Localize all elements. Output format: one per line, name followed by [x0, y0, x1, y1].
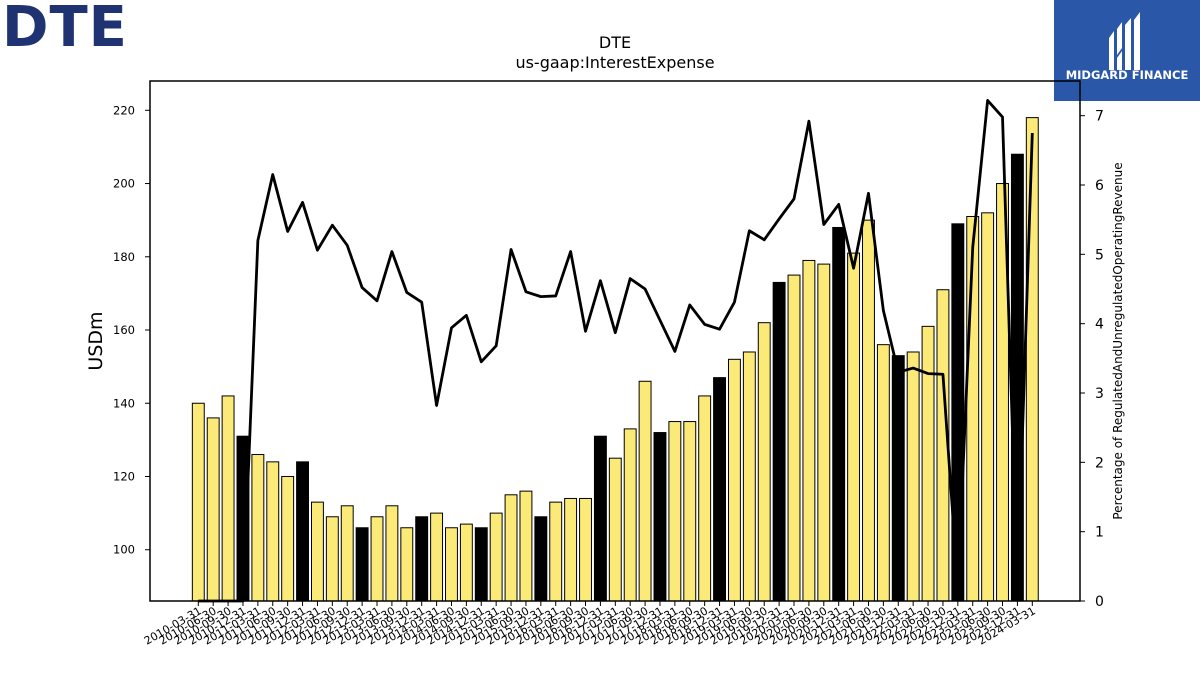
bar-2010-06-30 [206, 417, 220, 602]
bar-2014-03-31 [430, 512, 444, 602]
bar-2017-03-31 [608, 457, 622, 602]
bar-2013-09-30 [400, 527, 414, 602]
bar-2022-06-30 [921, 325, 935, 602]
y2-tick-label-3: 3 [1095, 386, 1104, 402]
midgard-finance-text: MIDGARD FINANCE [1065, 68, 1189, 82]
y2-tick-label-5: 5 [1095, 247, 1104, 263]
bar-2019-03-31 [727, 358, 741, 602]
y-tick-label-200: 200 [113, 177, 135, 191]
y2-axis-label: Percentage of RegulatedAndUnregulatedOpe… [1111, 162, 1125, 519]
bar-2017-09-30 [638, 380, 652, 602]
y-tick-label-140: 140 [113, 396, 135, 410]
y-tick-label-180: 180 [113, 250, 135, 264]
bar-2012-12-31 [355, 527, 369, 602]
bar-2022-03-31 [906, 351, 920, 602]
bar-2016-06-30 [564, 497, 578, 602]
bars-layer [191, 117, 1039, 602]
line-layer [198, 99, 1034, 603]
bar-2016-12-31 [593, 435, 607, 602]
dte-logo: DTE [2, 0, 128, 60]
bar-2023-12-31 [1010, 153, 1024, 602]
bar-2011-06-30 [266, 461, 280, 602]
bar-2014-06-30 [445, 527, 458, 602]
bar-2011-03-31 [251, 454, 265, 602]
bar-2013-03-31 [370, 516, 384, 602]
bar-2015-06-30 [504, 494, 518, 602]
y-tick-label-120: 120 [113, 469, 135, 483]
bar-2015-09-30 [519, 490, 533, 602]
bar-2019-12-31 [772, 281, 786, 602]
y-tick-label-220: 220 [113, 103, 135, 117]
chart-title: DTE [599, 33, 631, 52]
y-axis-label: USDm [85, 311, 107, 370]
bar-2014-09-30 [459, 523, 473, 602]
bar-2015-12-31 [534, 516, 548, 602]
y2-tick-label-2: 2 [1095, 455, 1104, 471]
bar-2011-09-30 [281, 475, 295, 602]
bar-2019-09-30 [757, 322, 771, 602]
chart-subtitle: us-gaap:InterestExpense [515, 53, 714, 72]
bar-2020-06-30 [802, 259, 816, 602]
bar-2016-09-30 [579, 497, 592, 602]
bar-2018-06-30 [683, 421, 697, 602]
midgard-finance-logo-icon [1109, 12, 1140, 70]
bar-2019-06-30 [742, 351, 756, 602]
bar-2015-03-31 [489, 512, 503, 602]
bar-2020-12-31 [832, 226, 846, 602]
bar-2012-06-30 [325, 516, 339, 602]
series-line [198, 99, 1034, 603]
y2-tick-label-4: 4 [1095, 317, 1104, 333]
bar-2012-03-31 [310, 501, 324, 602]
bar-2021-06-30 [862, 219, 875, 602]
bar-2021-12-31 [891, 355, 905, 602]
bar-2020-03-31 [787, 274, 801, 602]
bar-2013-12-31 [415, 516, 429, 602]
bar-2011-12-31 [296, 461, 309, 602]
axes-layer: 100120140160180200220012345672010-03-312… [113, 80, 1104, 648]
y-tick-label-100: 100 [113, 543, 135, 557]
bar-2014-12-31 [474, 527, 488, 602]
y2-tick-label-1: 1 [1095, 525, 1104, 541]
bar-2010-03-31 [191, 402, 205, 602]
bar-2018-09-30 [698, 395, 712, 602]
bar-2021-03-31 [847, 252, 861, 602]
bar-2017-12-31 [653, 432, 667, 602]
bar-2018-03-31 [668, 421, 682, 602]
bar-2018-12-31 [713, 377, 727, 602]
bar-2021-09-30 [876, 344, 890, 602]
y2-tick-label-7: 7 [1095, 109, 1104, 125]
bar-2013-06-30 [385, 505, 399, 602]
midgard-finance-logo: MIDGARD FINANCE [1054, 0, 1200, 101]
y2-tick-label-0: 0 [1095, 594, 1104, 610]
bar-2020-09-30 [817, 263, 831, 602]
bar-2016-03-31 [549, 501, 563, 602]
bar-2024-03-31 [1025, 117, 1039, 602]
bar-2012-09-30 [340, 505, 354, 602]
bar-2010-09-30 [221, 395, 235, 602]
y2-tick-label-6: 6 [1095, 178, 1104, 194]
bar-2017-06-30 [623, 428, 637, 602]
bar-2023-06-30 [981, 212, 995, 602]
y-tick-label-160: 160 [113, 323, 135, 337]
